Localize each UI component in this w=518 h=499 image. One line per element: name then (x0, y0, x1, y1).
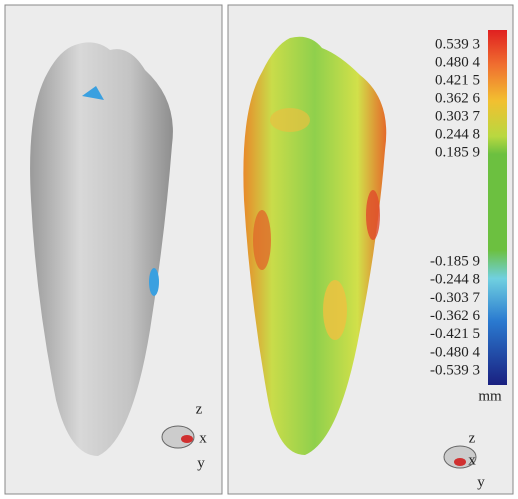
legend-label: -0.303 7 (430, 290, 480, 306)
page: {"left_panel": {"axis_labels": ["z", "x"… (0, 0, 518, 499)
axis-label: y (477, 474, 485, 490)
heat-spot (366, 190, 380, 240)
legend-label: 0.539 3 (435, 36, 480, 52)
axis-label: y (197, 455, 205, 471)
color-scale (488, 30, 507, 385)
legend-label: -0.421 5 (430, 326, 480, 342)
legend-label: 0.480 4 (435, 54, 481, 70)
heat-spot (253, 210, 271, 270)
legend-label: -0.480 4 (430, 344, 480, 360)
legend-label: -0.244 8 (430, 272, 480, 288)
legend-label: 0.303 7 (435, 108, 481, 124)
heat-spot (270, 108, 310, 132)
axis-label: x (199, 430, 207, 446)
legend-label: -0.185 9 (430, 253, 480, 269)
axis-label: z (469, 430, 476, 446)
axis-label: x (468, 452, 476, 468)
legend-label: 0.421 5 (435, 72, 480, 88)
legend-label: 0.362 6 (435, 90, 481, 106)
legend-label: -0.539 3 (430, 363, 480, 379)
deviation-spot (149, 268, 159, 296)
axis-label: z (196, 401, 203, 417)
legend-label: 0.244 8 (435, 126, 480, 142)
legend-label: -0.362 6 (430, 308, 480, 324)
figure: zxy zxy 0.539 30.480 40.421 50.362 60.30… (0, 0, 518, 499)
heat-spot (323, 280, 347, 340)
legend-label: 0.185 9 (435, 144, 480, 160)
legend-unit: mm (478, 388, 502, 404)
